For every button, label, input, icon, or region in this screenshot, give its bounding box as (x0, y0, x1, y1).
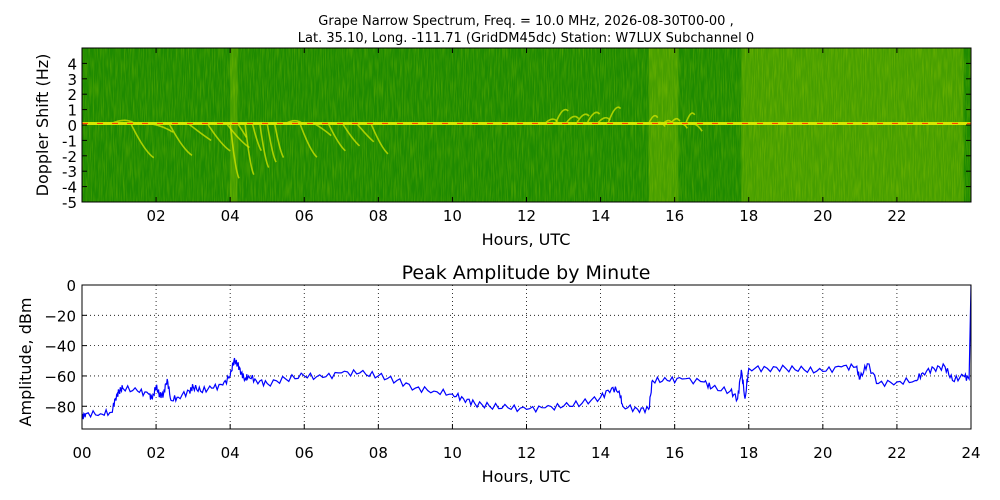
spectrogram-title-line2: Lat. 35.10, Long. -111.71 (GridDM45dc) S… (298, 31, 754, 46)
spectrogram-plot-area (82, 48, 971, 202)
spectrogram-ytick-label: 2 (67, 86, 77, 104)
spectrogram-xtick-label: 14 (591, 207, 610, 225)
amplitude-ytick-label: −60 (44, 368, 76, 386)
spectrogram-ytick-label: 4 (67, 55, 77, 73)
spectrogram-band-2 (741, 48, 964, 202)
amplitude-xtick-label: 16 (665, 444, 684, 462)
amplitude-ylabel: Amplitude, dBm (16, 298, 35, 427)
amplitude-ytick-label: 0 (66, 277, 76, 295)
spectrogram-ylabel: Doppler Shift (Hz) (33, 54, 52, 197)
spectrogram-ytick-label: -3 (62, 163, 77, 181)
spectrogram-xtick-label: 16 (665, 207, 684, 225)
spectrogram-xtick-label: 04 (221, 207, 240, 225)
spectrogram-ytick-label: -5 (62, 194, 77, 212)
spectrogram-xlabel: Hours, UTC (482, 230, 571, 249)
amplitude-xlabel: Hours, UTC (482, 467, 571, 486)
amplitude-xtick-label: 06 (295, 444, 314, 462)
spectrogram-ytick-label: 0 (67, 117, 77, 135)
amplitude-ytick-label: −40 (44, 338, 76, 356)
spectrogram-xtick-label: 18 (739, 207, 758, 225)
spectrogram-xtick-label: 10 (443, 207, 462, 225)
spectrogram-xtick-label: 20 (813, 207, 832, 225)
amplitude-xtick-label: 00 (72, 444, 91, 462)
amplitude-xtick-label: 12 (517, 444, 536, 462)
spectrogram-ytick-label: -1 (62, 132, 77, 150)
spectrogram-title-line1: Grape Narrow Spectrum, Freq. = 10.0 MHz,… (318, 14, 733, 29)
spectrogram-xtick-label: 22 (887, 207, 906, 225)
spectrogram-xtick-label: 12 (517, 207, 536, 225)
amplitude-xtick-label: 04 (221, 444, 240, 462)
amplitude-xtick-label: 18 (739, 444, 758, 462)
spectrogram-feature-1 (229, 123, 285, 179)
spectrogram-band-0 (230, 48, 238, 202)
amplitude-xtick-label: 20 (813, 444, 832, 462)
spectrogram-ytick-label: -2 (62, 148, 77, 166)
amplitude-xtick-label: 22 (887, 444, 906, 462)
spectrogram-xtick-label: 06 (295, 207, 314, 225)
spectrogram-ytick-label: 3 (67, 71, 77, 89)
amplitude-xtick-label: 24 (961, 444, 980, 462)
amplitude-ytick-label: −20 (44, 307, 76, 325)
amplitude-xtick-label: 14 (591, 444, 610, 462)
amplitude-xtick-label: 02 (147, 444, 166, 462)
amplitude-xtick-label: 10 (443, 444, 462, 462)
amplitude-title: Peak Amplitude by Minute (402, 262, 651, 284)
spectrogram-ytick-label: 1 (67, 102, 77, 120)
amplitude-ytick-label: −80 (44, 398, 76, 416)
spectrogram-xtick-label: 02 (147, 207, 166, 225)
spectrogram-xtick-label: 08 (369, 207, 388, 225)
amplitude-series-line (82, 285, 971, 420)
amplitude-xtick-label: 08 (369, 444, 388, 462)
spectrogram-ytick-label: -4 (62, 179, 77, 197)
